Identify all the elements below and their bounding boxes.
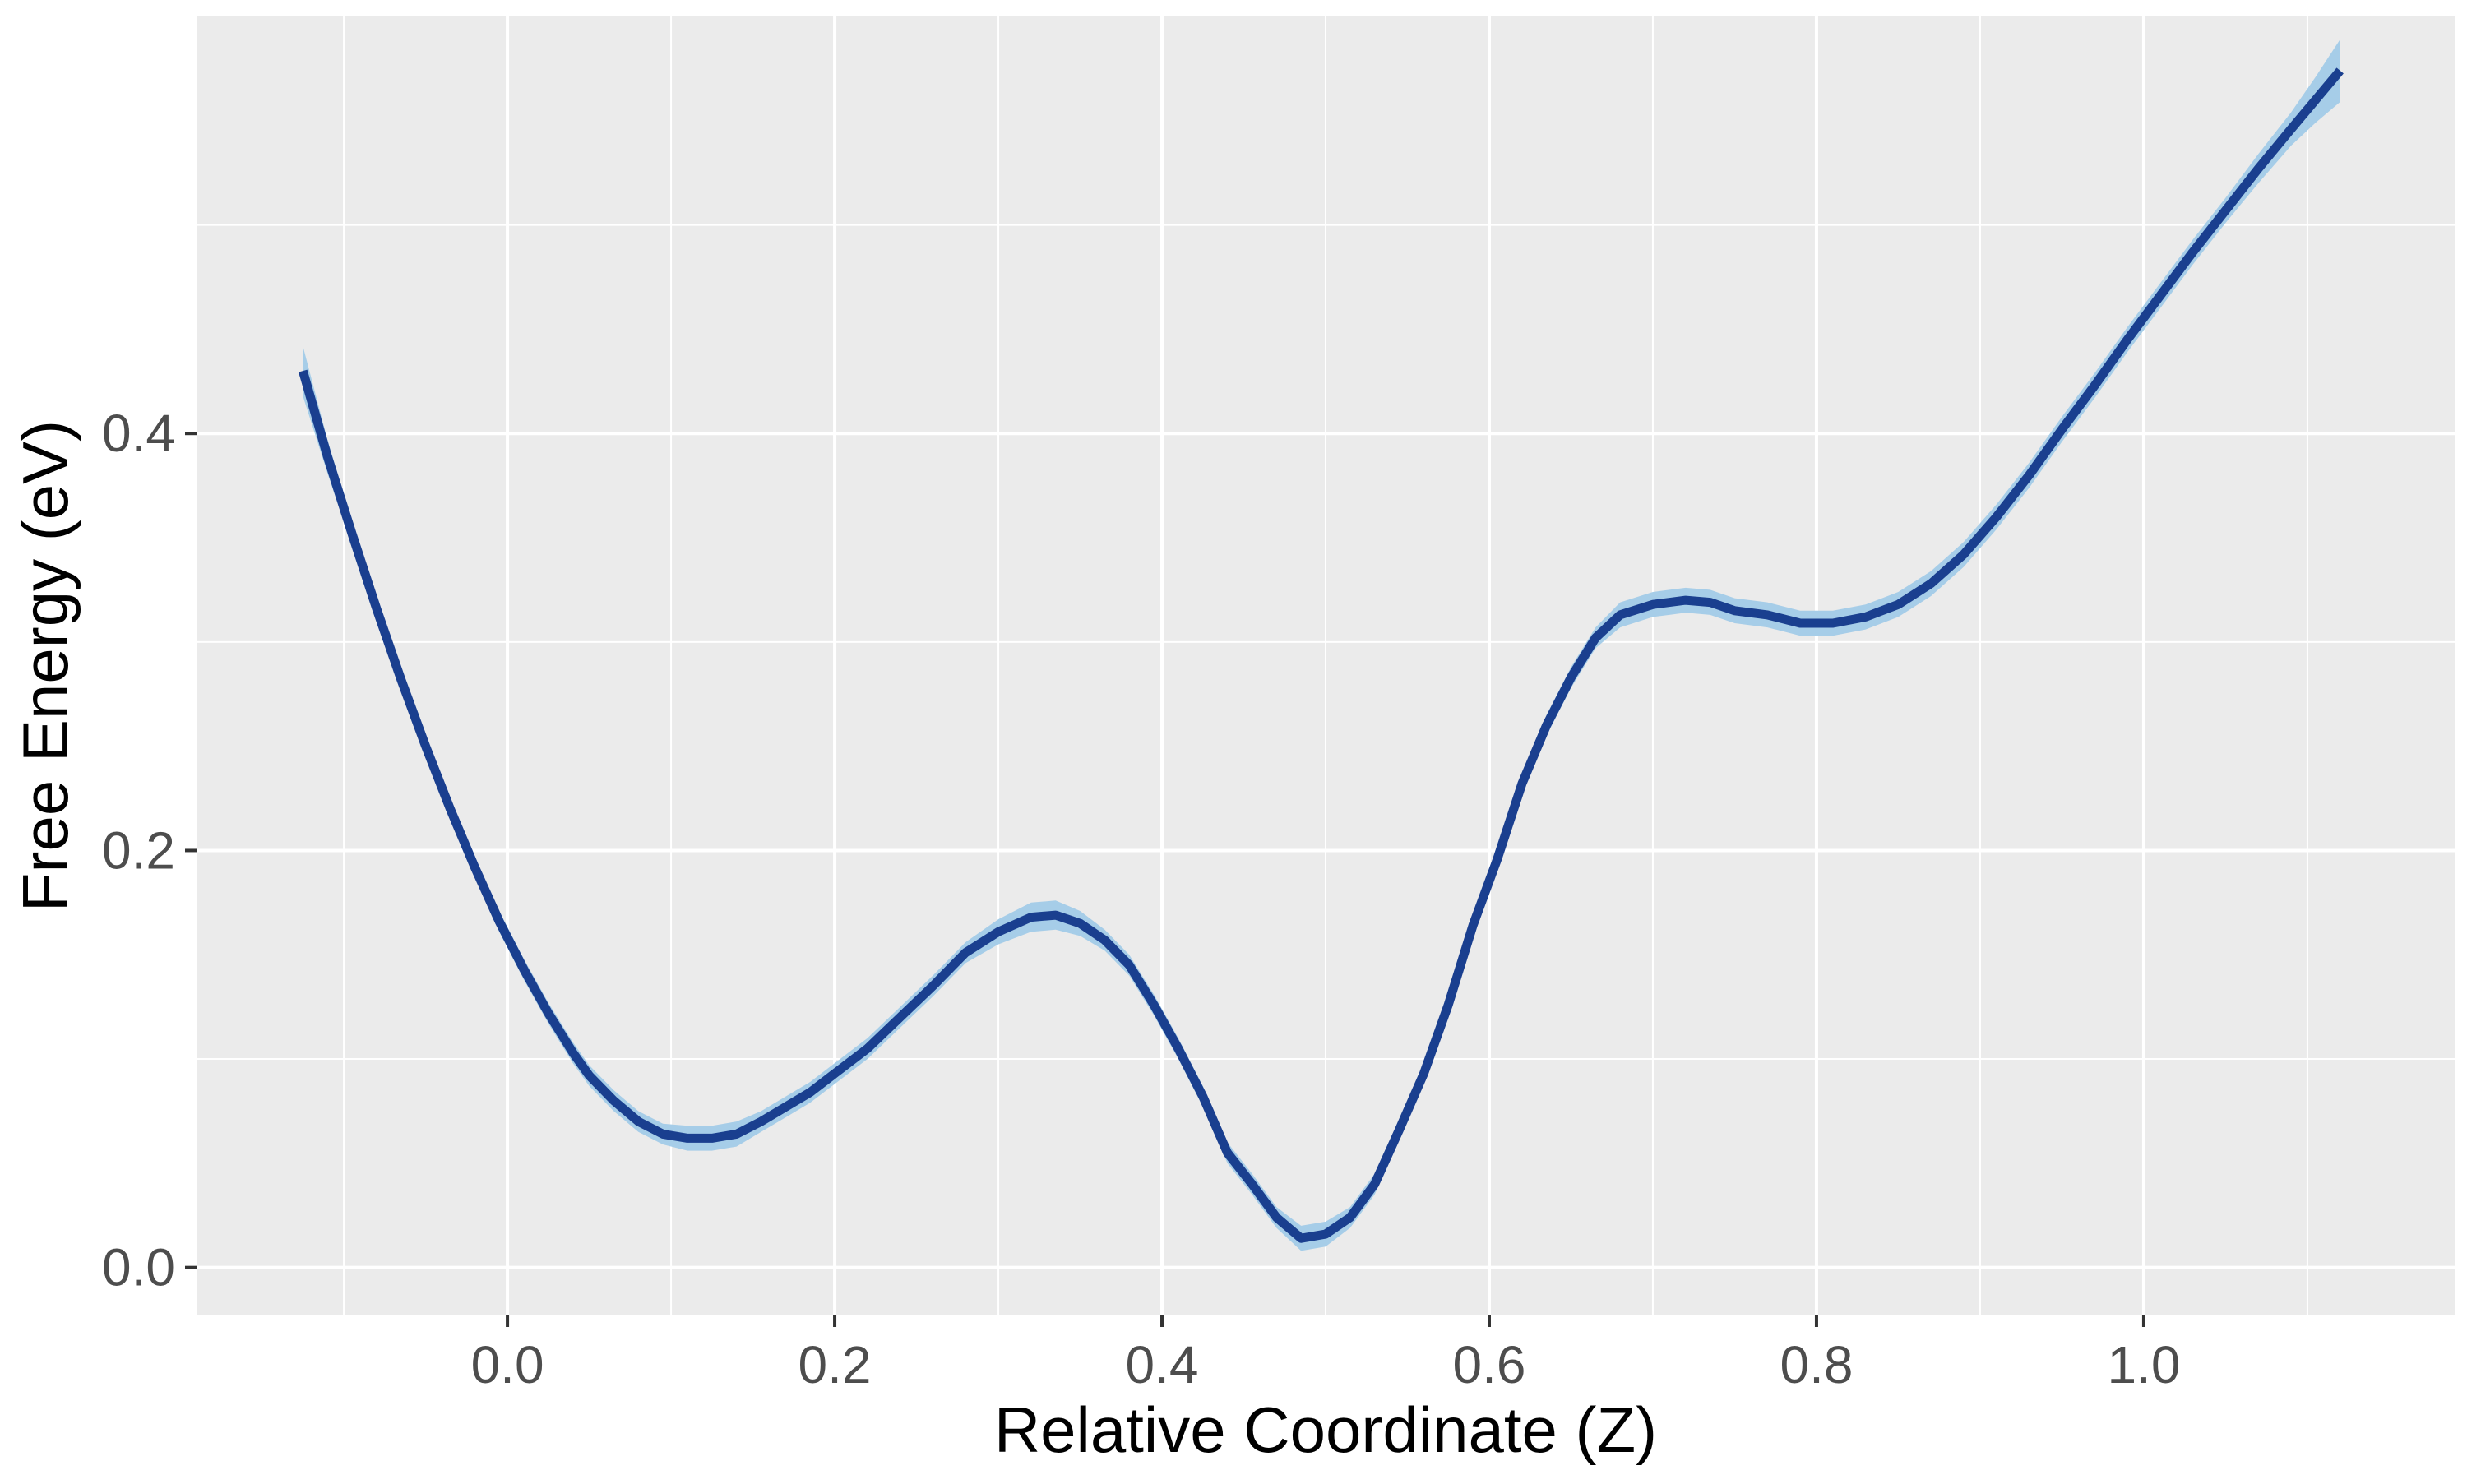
x-tick-label: 0.2	[798, 1335, 872, 1394]
x-tick-label: 0.0	[471, 1335, 544, 1394]
x-axis-title: Relative Coordinate (Z)	[994, 1394, 1657, 1466]
y-axis-title: Free Energy (eV)	[9, 420, 81, 912]
x-tick-label: 0.8	[1780, 1335, 1853, 1394]
series-line	[299, 67, 2344, 1243]
y-tick-label: 0.2	[102, 821, 175, 880]
x-axis-ticks: 0.0 0.2 0.4 0.6 0.8 1.0	[471, 1315, 2180, 1394]
x-tick-label: 0.4	[1126, 1335, 1199, 1394]
x-tick-label: 0.6	[1453, 1335, 1526, 1394]
x-tick-label: 1.0	[2107, 1335, 2180, 1394]
y-axis-ticks: 0.0 0.2 0.4	[102, 404, 197, 1297]
y-tick-label: 0.0	[102, 1238, 175, 1297]
major-gridlines	[197, 16, 2455, 1315]
y-tick-label: 0.4	[102, 404, 175, 463]
